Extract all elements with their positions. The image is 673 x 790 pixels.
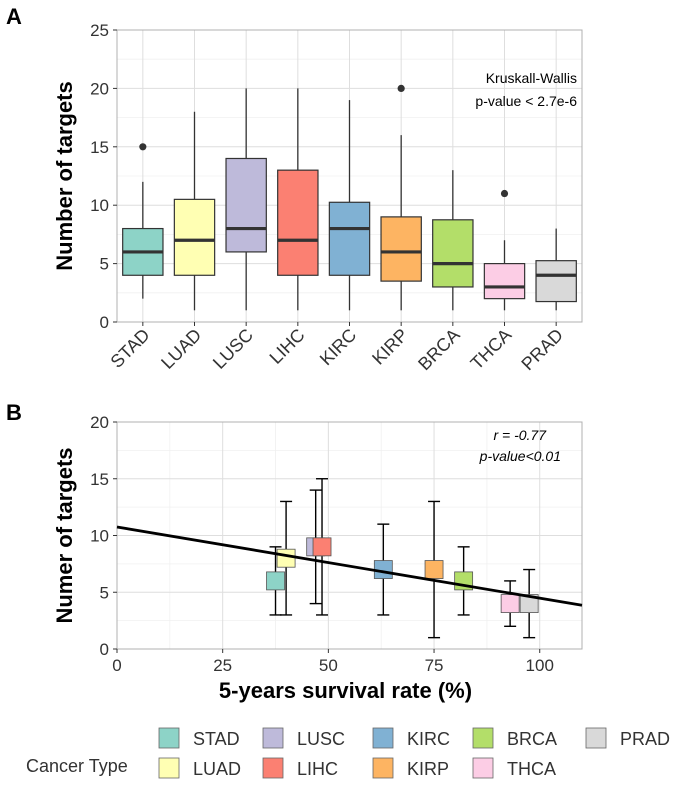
box-thca	[483, 263, 526, 300]
x-tick-label: KIRC	[316, 325, 361, 370]
box-kirc	[328, 201, 371, 276]
legend-swatch-thca	[472, 757, 494, 779]
regression-line	[116, 525, 583, 607]
legend-label: LUAD	[193, 759, 241, 779]
x-tick-label: 50	[319, 656, 338, 675]
y-tick-label: 25	[90, 21, 109, 40]
y-tick-label: 20	[90, 79, 109, 98]
x-tick-label: STAD	[107, 325, 154, 372]
legend-label: KIRC	[407, 729, 450, 749]
legend-label: PRAD	[620, 729, 670, 749]
x-tick-label: 100	[526, 656, 554, 675]
legend-swatch-luad	[158, 757, 180, 779]
y-tick-label: 15	[90, 470, 109, 489]
x-axis-title: 5-years survival rate (%)	[219, 678, 472, 703]
y-tick-label: 0	[100, 640, 109, 659]
legend-swatch-brca	[472, 727, 494, 749]
legend-label: THCA	[507, 759, 556, 779]
x-tick-label: 25	[213, 656, 232, 675]
box-lihc	[277, 169, 319, 276]
outlier-point	[139, 143, 147, 151]
legend-swatch-stad	[158, 727, 180, 749]
x-tick-label: LUAD	[157, 325, 205, 373]
x-tick-label: THCA	[467, 325, 516, 374]
boxplot-panel: 0 5 10 15 20 25 STAD LUAD LUSC LIHC KIRC KIRP BRCA TH…	[52, 21, 583, 375]
point-thca	[500, 594, 520, 613]
x-tick-label: BRCA	[414, 325, 464, 375]
y-tick-label: 10	[90, 527, 109, 546]
point-prad	[519, 594, 539, 613]
x-tick-label: LUSC	[209, 325, 257, 373]
point-luad	[276, 548, 296, 568]
legend-swatch-kirp	[372, 757, 394, 779]
box-prad	[535, 260, 577, 303]
outlier-point	[397, 84, 405, 92]
panel-b-letter: B	[6, 400, 22, 425]
x-tick-label: 75	[425, 656, 444, 675]
box-lusc	[225, 157, 267, 253]
legend-label: KIRP	[407, 759, 449, 779]
box-brca	[432, 219, 474, 288]
y-axis-title: Numer of targets	[52, 447, 77, 623]
point-stad	[266, 571, 285, 591]
y-tick-label: 0	[100, 313, 109, 332]
y-axis-title: Number of targets	[52, 81, 77, 270]
y-tick-label: 20	[90, 413, 109, 432]
legend-label: LUSC	[297, 729, 345, 749]
box-kirp	[380, 216, 422, 282]
legend-swatch-prad	[585, 727, 607, 749]
point-lihc	[312, 537, 332, 557]
y-tick-label: 5	[100, 255, 109, 274]
y-tick-label: 15	[90, 138, 109, 157]
point-kirp	[424, 560, 444, 579]
annotation-test: Kruskall-Wallis	[486, 70, 577, 86]
x-tick-label: KIRP	[368, 325, 412, 369]
annotation-pvalue: p-value<0.01	[479, 448, 561, 464]
outlier-point	[500, 189, 509, 198]
x-tick-label: LIHC	[266, 325, 309, 368]
scatter-panel: 0 5 10 15 20 0 25 50 75 100 Numer of targets 5-year…	[52, 413, 583, 703]
x-tick-label: 0	[112, 656, 121, 675]
legend-title: Cancer Type	[26, 756, 128, 776]
legend-label: BRCA	[507, 729, 557, 749]
panel-a-letter: A	[6, 4, 22, 29]
x-tick-label: PRAD	[517, 325, 567, 375]
annotation-r: r = -0.77	[493, 427, 547, 443]
legend-swatch-lusc	[262, 727, 284, 749]
legend-swatch-lihc	[262, 757, 284, 779]
y-tick-label: 10	[90, 196, 109, 215]
legend: Cancer Type STAD LUAD LUSC LIHC KIRC KIRP BRCA T…	[26, 727, 670, 779]
legend-swatch-kirc	[372, 727, 394, 749]
annotation-pvalue: p-value < 2.7e-6	[475, 93, 577, 109]
box-luad	[173, 198, 216, 276]
legend-label: STAD	[193, 729, 240, 749]
legend-label: LIHC	[297, 759, 338, 779]
y-tick-label: 5	[100, 583, 109, 602]
